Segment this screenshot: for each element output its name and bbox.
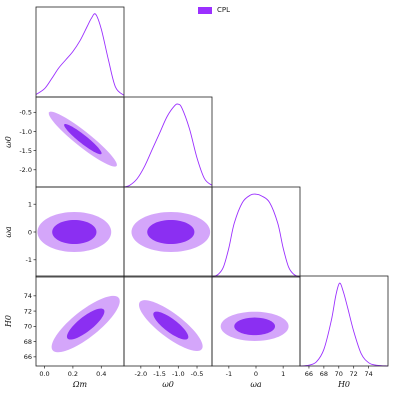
x-axis-label-Omega_m: Ωm	[72, 380, 88, 389]
contour-68-Omega_m-omega_a	[52, 220, 97, 244]
panel-frame-3-3	[299, 275, 389, 367]
y-tick-label-H_0: 74	[24, 292, 32, 300]
panel-frame-2-2	[211, 186, 301, 278]
y-axis-label-H_0: H0	[4, 315, 13, 328]
contour-68-Omega_m-omega_0	[64, 124, 102, 155]
legend-swatch	[198, 6, 212, 14]
y-axis-label-omega_0: ω0	[4, 136, 13, 148]
panel-frame-0-0	[35, 6, 125, 98]
y-tick-label-H_0: 68	[24, 338, 32, 346]
marginal-curve-omega_a	[211, 193, 301, 278]
y-tick-label-omega_a: 0	[28, 228, 32, 236]
x-tick-label-H_0: 70	[335, 370, 343, 378]
legend-label: CPL	[217, 6, 231, 14]
y-tick-label-omega_0: -2.0	[19, 166, 32, 174]
contour-68-omega_a-H_0	[234, 317, 276, 336]
x-tick-label-H_0: 72	[350, 370, 358, 378]
contour-68-Omega_m-H_0	[66, 308, 105, 340]
y-tick-label-omega_0: -1.0	[19, 128, 32, 136]
y-tick-label-omega_0: -1.5	[19, 147, 32, 155]
y-axis-label-omega_a: ωa	[4, 226, 13, 238]
x-tick-label-omega_0: -1.0	[172, 370, 185, 378]
x-tick-label-Omega_m: 0.4	[96, 370, 106, 378]
x-tick-label-omega_0: -0.5	[191, 370, 204, 378]
x-axis-label-H_0: H0	[337, 380, 350, 389]
y-tick-label-omega_a: 1	[28, 201, 32, 209]
x-axis-label-omega_a: ωa	[250, 380, 262, 389]
x-tick-label-omega_0: -1.5	[153, 370, 166, 378]
x-tick-label-omega_a: 0	[254, 370, 258, 378]
x-tick-label-omega_a: -1	[226, 370, 232, 378]
y-tick-label-omega_0: -0.5	[19, 109, 32, 117]
panel-frame-1-1	[123, 96, 213, 188]
contour-68-omega_0-omega_a	[147, 220, 195, 244]
x-tick-label-H_0: 68	[320, 370, 328, 378]
marginal-curve-omega_0	[123, 103, 213, 188]
x-tick-label-Omega_m: 0.0	[39, 370, 49, 378]
y-tick-label-H_0: 66	[24, 353, 32, 361]
x-axis-label-omega_0: ω0	[162, 380, 174, 389]
x-tick-label-H_0: 66	[305, 370, 313, 378]
marginal-curve-Omega_m	[35, 13, 125, 96]
y-tick-label-H_0: 70	[24, 323, 32, 331]
x-tick-label-Omega_m: 0.2	[68, 370, 78, 378]
legend: CPL	[198, 6, 230, 14]
y-tick-label-H_0: 72	[24, 307, 32, 315]
x-tick-label-omega_a: 1	[281, 370, 285, 378]
marginal-curve-H_0	[299, 282, 389, 367]
y-tick-label-omega_a: -1	[26, 256, 32, 264]
contour-68-omega_0-H_0	[153, 311, 189, 340]
x-tick-label-H_0: 74	[364, 370, 372, 378]
x-tick-label-omega_0: -2.0	[135, 370, 148, 378]
